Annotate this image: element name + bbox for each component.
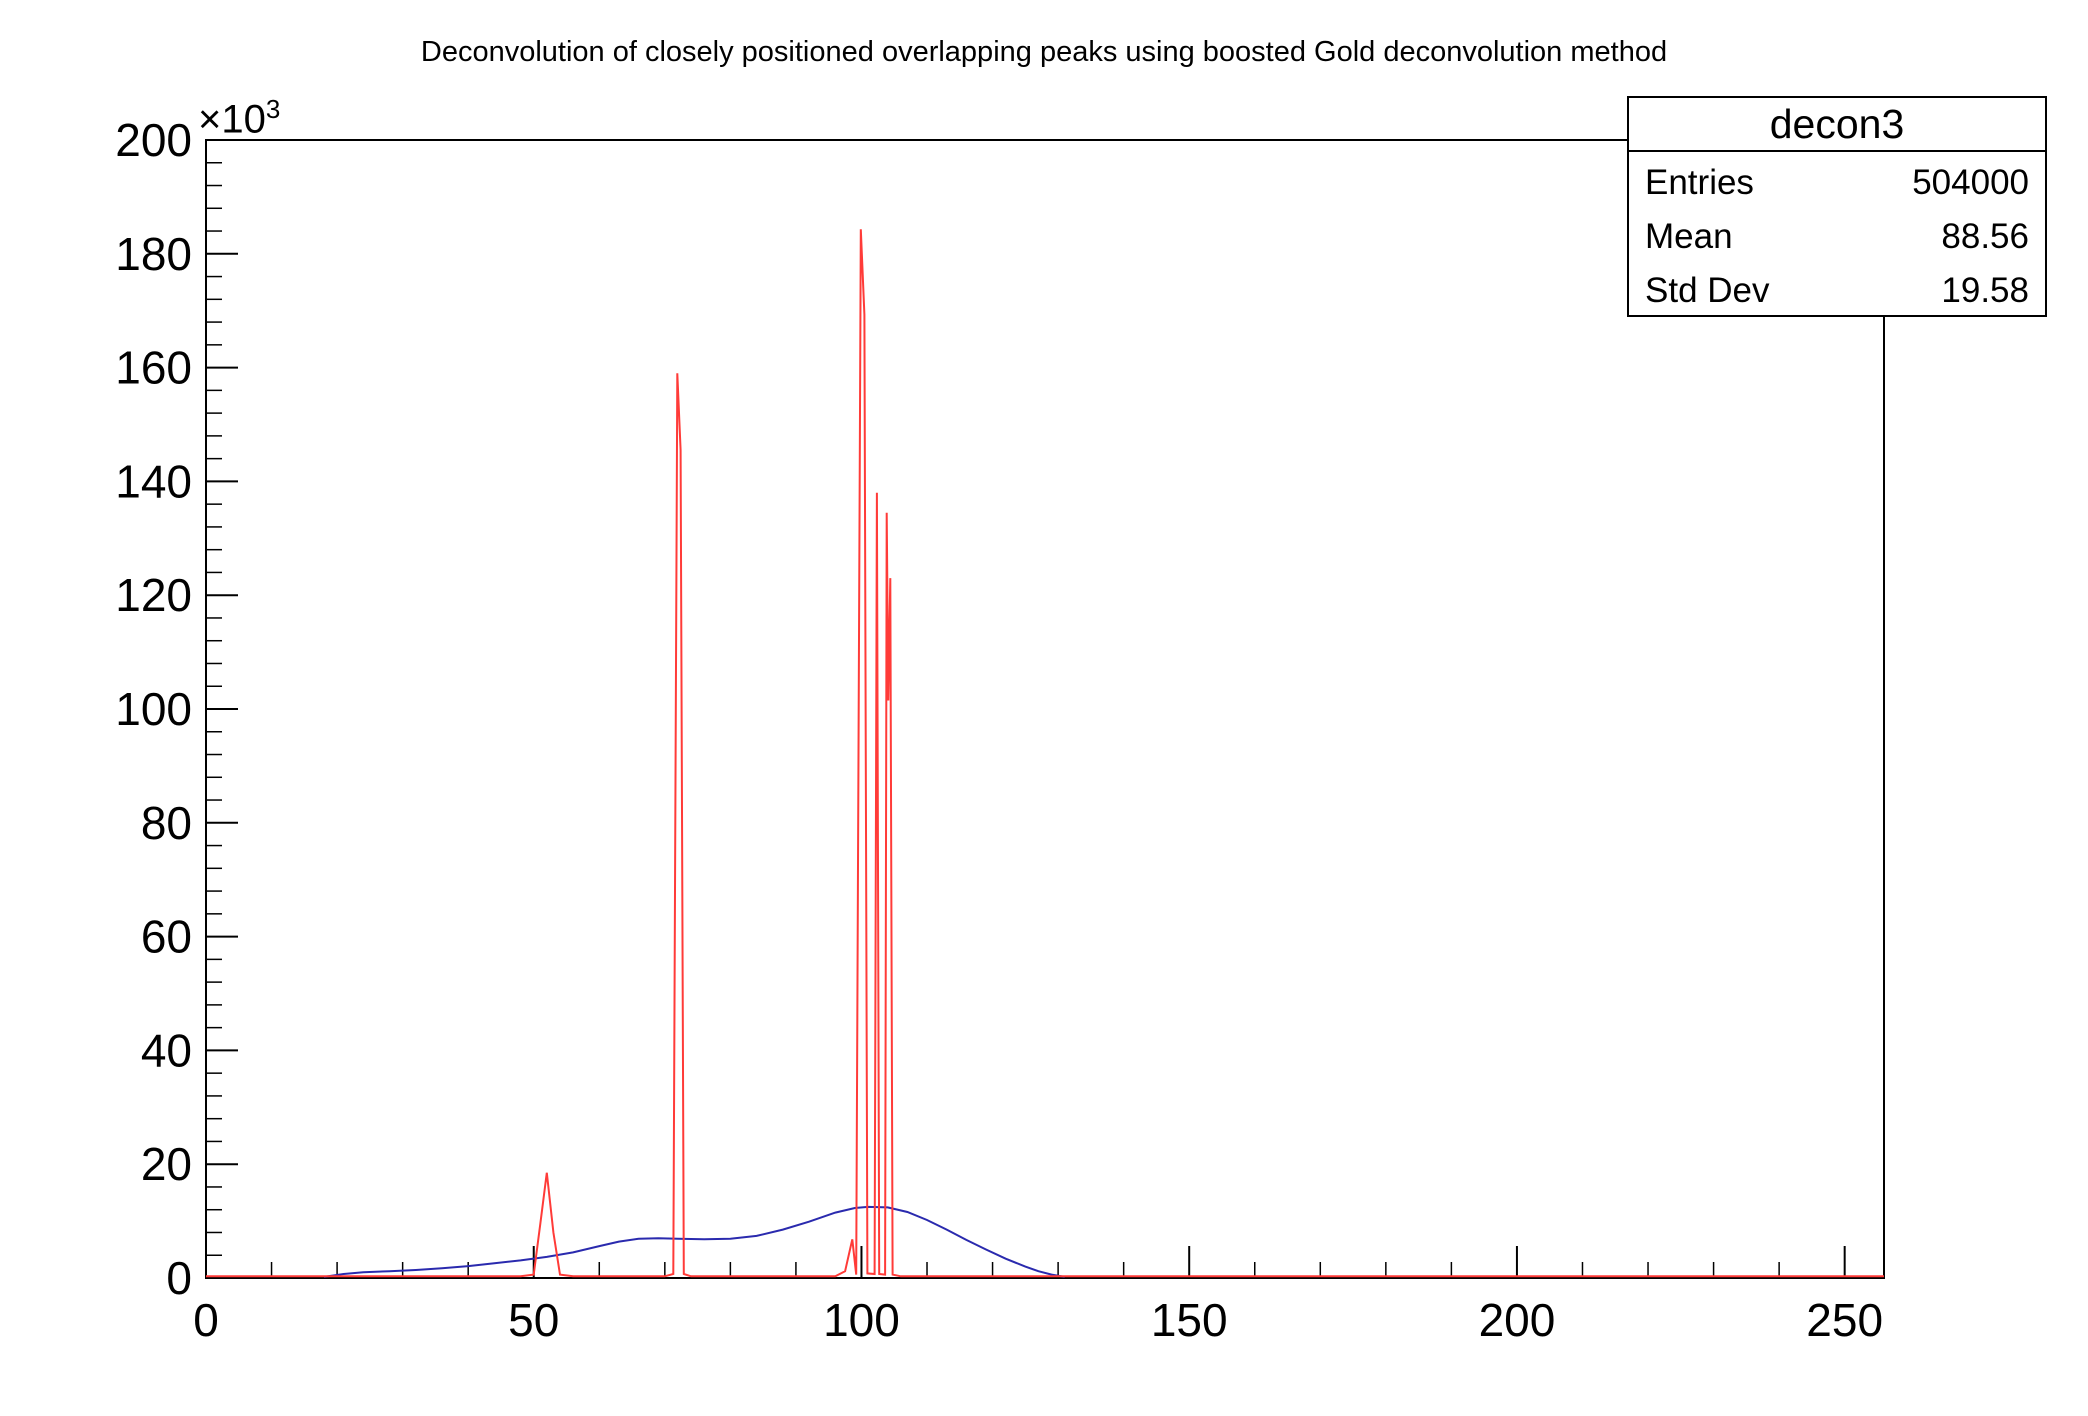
x-axis-tick-label: 0 <box>193 1294 219 1346</box>
series-line-deconvolved-spectrum <box>206 229 1884 1278</box>
stats-row-label: Std Dev <box>1645 271 1770 310</box>
x-axis-tick-label: 200 <box>1479 1294 1556 1346</box>
stats-row-value: 88.56 <box>1941 217 2029 256</box>
stats-row-value: 504000 <box>1912 163 2029 202</box>
y-axis-tick-label: 60 <box>141 911 192 963</box>
y-axis-tick-label: 80 <box>141 797 192 849</box>
x-axis-tick-label: 100 <box>823 1294 900 1346</box>
x-axis-tick-label: 250 <box>1806 1294 1883 1346</box>
y-axis-scale-mantissa: ×10 <box>198 97 266 142</box>
y-axis-tick-label: 40 <box>141 1024 192 1076</box>
y-axis-tick-label: 120 <box>115 569 192 621</box>
y-axis-scale-label: ×103 <box>198 94 280 142</box>
y-axis-tick-label: 140 <box>115 455 192 507</box>
y-axis-tick-label: 200 <box>115 114 192 166</box>
stats-box: decon3 Entries 504000 Mean 88.56 Std Dev 19.5… <box>1627 96 2047 317</box>
y-axis-tick-label: 180 <box>115 228 192 280</box>
y-axis-tick-label: 20 <box>141 1138 192 1190</box>
x-axis-tick-label: 150 <box>1151 1294 1228 1346</box>
stats-row-label: Entries <box>1645 163 1754 202</box>
stats-box-rows: Entries 504000 Mean 88.56 Std Dev 19.58 <box>1629 152 2045 318</box>
series-line-source-spectrum <box>323 1205 1065 1278</box>
y-axis-tick-label: 0 <box>166 1252 192 1304</box>
stats-row: Mean 88.56 <box>1645 210 2029 264</box>
x-axis-tick-label: 50 <box>508 1294 559 1346</box>
y-axis-tick-label: 160 <box>115 342 192 394</box>
y-axis-scale-exponent: 3 <box>265 94 281 124</box>
chart-title: Deconvolution of closely positioned over… <box>420 36 1668 68</box>
stats-row-label: Mean <box>1645 217 1733 256</box>
stats-row: Std Dev 19.58 <box>1645 264 2029 318</box>
y-axis-tick-label: 100 <box>115 683 192 735</box>
stats-row-value: 19.58 <box>1941 271 2029 310</box>
stats-row: Entries 504000 <box>1645 156 2029 210</box>
stats-box-title: decon3 <box>1629 98 2045 152</box>
